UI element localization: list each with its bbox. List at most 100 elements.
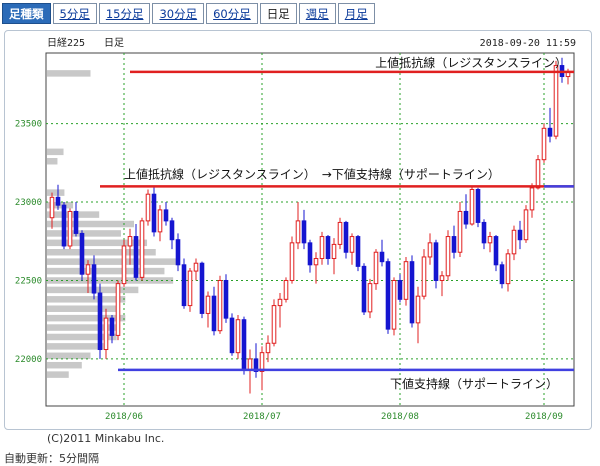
candle-body — [115, 283, 121, 336]
volume-profile-bar — [47, 333, 117, 341]
candle-body — [463, 210, 469, 225]
candle-body — [511, 229, 517, 255]
candle — [127, 228, 133, 265]
candle — [499, 261, 505, 289]
volume-profile-bar — [47, 189, 65, 196]
tab-monthly[interactable]: 月足 — [337, 3, 375, 24]
candle-body — [535, 159, 541, 189]
candle-body — [319, 236, 325, 260]
candle-body — [91, 264, 97, 294]
candle-body — [157, 209, 163, 233]
candle — [487, 231, 493, 253]
candle — [85, 260, 91, 294]
volume-profile-bar — [47, 220, 134, 228]
candle-body — [127, 236, 133, 247]
candle — [61, 202, 67, 250]
candle-body — [421, 256, 427, 297]
candle-body — [61, 204, 67, 247]
candle-body — [97, 292, 103, 351]
tab-60min[interactable]: 60分足 — [206, 3, 258, 24]
candle — [367, 278, 373, 319]
candle-body — [541, 127, 547, 161]
candle-body — [175, 239, 181, 266]
tab-weekly[interactable]: 週足 — [298, 3, 336, 24]
volume-profile-bar — [47, 343, 104, 350]
candle-body — [193, 262, 199, 272]
candle-body — [283, 279, 289, 300]
candle-body — [517, 229, 523, 241]
candle — [343, 220, 349, 259]
volume-profile-bar — [47, 296, 126, 303]
candle — [247, 349, 253, 394]
candle-body — [529, 187, 535, 211]
tab-30min[interactable]: 30分足 — [152, 3, 205, 24]
candle-body — [67, 210, 73, 247]
candle — [511, 225, 517, 261]
candle-body — [523, 209, 529, 241]
candle-body — [241, 319, 247, 371]
candle-body — [307, 242, 313, 266]
volume-profile-bar — [47, 267, 165, 275]
candle — [403, 256, 409, 306]
candle-body — [229, 317, 235, 354]
candle-body — [475, 188, 481, 223]
candle — [445, 230, 451, 281]
candle — [433, 239, 439, 289]
candle-body — [73, 210, 79, 234]
candle-body — [469, 188, 475, 225]
candle — [481, 219, 487, 250]
candle-body — [247, 358, 253, 371]
volume-profile-bar — [47, 277, 174, 284]
tab-5min[interactable]: 5分足 — [52, 3, 97, 24]
candle-body — [235, 319, 241, 354]
candle — [457, 202, 463, 257]
candle-body — [547, 127, 553, 137]
candle-body — [493, 236, 499, 266]
candle — [517, 220, 523, 250]
tab-15min[interactable]: 15分足 — [98, 3, 151, 24]
candle — [379, 239, 385, 267]
candle — [409, 255, 415, 328]
candle — [451, 225, 457, 259]
candle — [337, 217, 343, 250]
candle-body — [289, 242, 295, 281]
candle-body — [349, 236, 355, 253]
volume-profile-bar — [47, 305, 119, 312]
candle — [271, 299, 277, 347]
candle-body — [505, 253, 511, 285]
candle-body — [553, 65, 559, 137]
candle-body — [481, 221, 487, 244]
candle-body — [295, 220, 301, 244]
tab-daily[interactable]: 日足 — [259, 3, 297, 24]
candle-body — [181, 264, 187, 307]
candle — [193, 258, 199, 281]
candle — [187, 267, 193, 312]
candle — [253, 343, 259, 378]
candle-body — [265, 342, 271, 354]
plot-area: 22000 22500 23000 23500 2018/06 2018/07 2018/0… — [15, 52, 575, 422]
candle-body — [223, 279, 229, 319]
candle — [319, 231, 325, 265]
x-tick-label: 2018/09 — [525, 412, 563, 422]
candlestick-chart: 日経225 日足 2018-09-20 11:59 22000 22500 2300… — [15, 36, 576, 422]
volume-profile-bar — [47, 371, 69, 378]
volume-profile-bar — [47, 324, 117, 331]
candle — [427, 233, 433, 265]
candle-body — [331, 243, 337, 260]
candle-body — [253, 358, 259, 372]
candle-body — [259, 352, 265, 372]
candle-body — [337, 221, 343, 245]
candle — [211, 286, 217, 336]
candle-body — [133, 236, 139, 278]
candle-body — [187, 270, 193, 307]
candle-body — [391, 279, 397, 330]
candle — [235, 315, 241, 359]
candle-body — [205, 295, 211, 314]
candle-body — [403, 261, 409, 300]
candle — [475, 187, 481, 228]
candle — [469, 186, 475, 226]
candle — [325, 234, 331, 265]
x-tick-label: 2018/06 — [105, 412, 143, 422]
candle — [463, 194, 469, 229]
candle-body — [487, 236, 493, 244]
